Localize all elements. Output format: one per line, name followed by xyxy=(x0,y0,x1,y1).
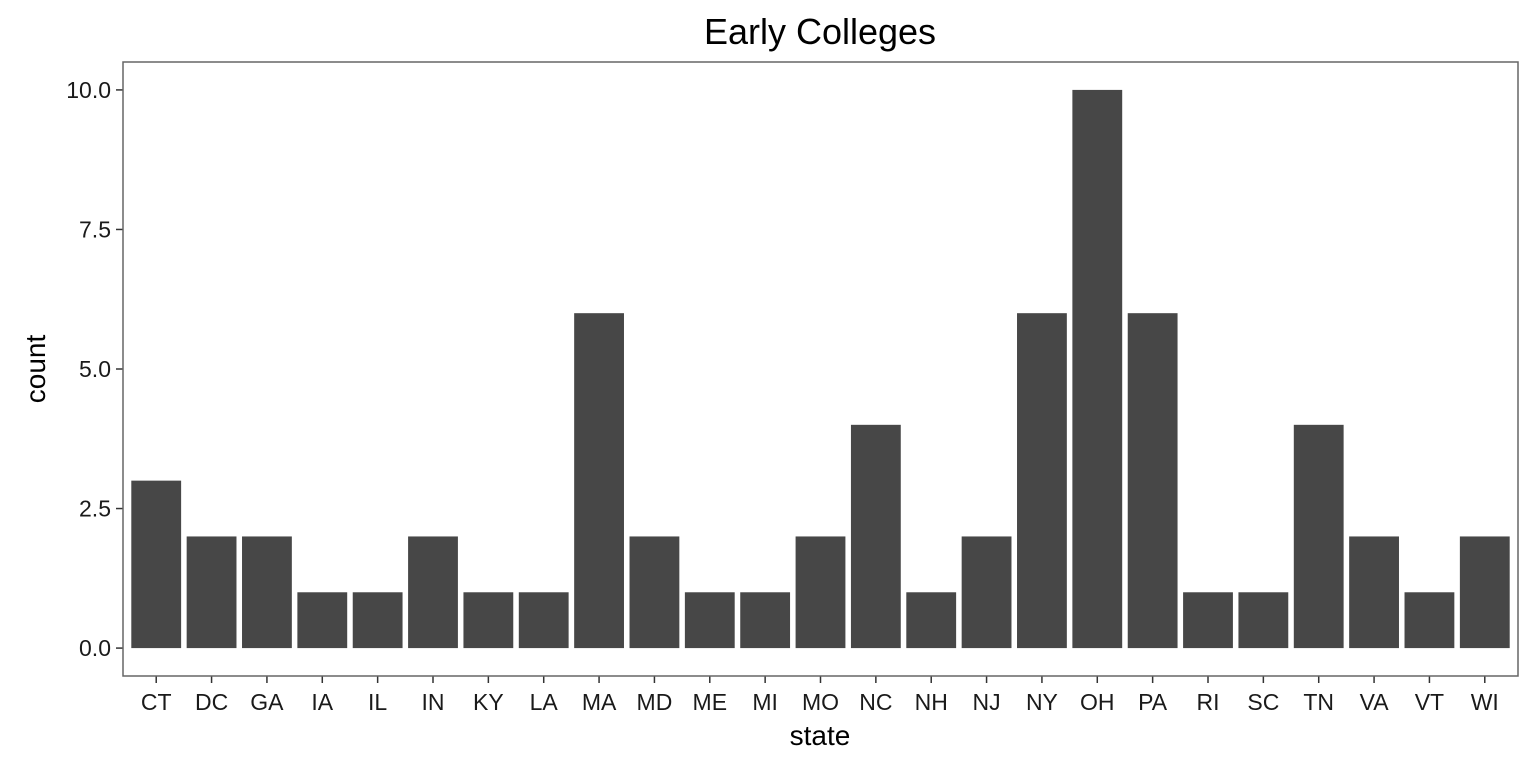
x-tick-label: IA xyxy=(311,689,333,715)
bar-tn xyxy=(1293,424,1344,649)
x-tick-label: MD xyxy=(637,689,673,715)
bar-mo xyxy=(795,536,846,649)
bar-dc xyxy=(186,536,237,649)
bar-va xyxy=(1349,536,1399,649)
y-axis: 0.0 2.5 5.0 7.5 10.0 xyxy=(66,77,123,661)
x-tick-label: NC xyxy=(859,689,892,715)
x-tick-label: GA xyxy=(250,689,284,715)
y-tick-label: 2.5 xyxy=(79,496,111,522)
x-tick-label: RI xyxy=(1197,689,1220,715)
x-tick-label: WI xyxy=(1471,689,1499,715)
bar-me xyxy=(684,592,735,649)
chart-title: Early Colleges xyxy=(704,11,936,52)
x-tick-label: DC xyxy=(195,689,228,715)
x-tick-label: MO xyxy=(802,689,839,715)
bar-oh xyxy=(1072,89,1123,649)
bar-ct xyxy=(131,480,182,649)
y-tick-label: 0.0 xyxy=(79,635,111,661)
x-tick-label: ME xyxy=(693,689,728,715)
bar-la xyxy=(518,592,569,649)
bar-ri xyxy=(1183,592,1233,649)
bar-md xyxy=(629,536,680,649)
bar-ky xyxy=(463,592,514,649)
x-tick-label: OH xyxy=(1080,689,1115,715)
bar-ma xyxy=(574,313,624,649)
x-tick-label: PA xyxy=(1138,689,1168,715)
x-tick-label: CT xyxy=(141,689,172,715)
bar-il xyxy=(352,592,403,649)
plot-panel xyxy=(122,61,1519,677)
bar-nj xyxy=(961,536,1012,649)
bar-mi xyxy=(740,592,791,649)
bar-pa xyxy=(1127,313,1178,649)
bar-sc xyxy=(1238,592,1289,649)
y-tick-label: 10.0 xyxy=(66,77,111,103)
bar-wi xyxy=(1459,536,1510,649)
bars-group xyxy=(131,89,1510,649)
bar-nc xyxy=(850,424,901,649)
bar-in xyxy=(408,536,458,649)
x-tick-label: MA xyxy=(582,689,617,715)
x-tick-label: NH xyxy=(915,689,948,715)
bar-nh xyxy=(906,592,957,649)
x-tick-label: LA xyxy=(530,689,559,715)
x-tick-label: NY xyxy=(1026,689,1058,715)
bar-ia xyxy=(297,592,348,649)
x-tick-label: TN xyxy=(1303,689,1334,715)
bar-vt xyxy=(1404,592,1455,649)
x-tick-label: KY xyxy=(473,689,504,715)
bar-ny xyxy=(1017,313,1067,649)
x-tick-label: VA xyxy=(1360,689,1390,715)
x-axis: CT DC GA IA IL IN KY LA MA MD ME MI MO NC NH NJ NY OH PA RI… xyxy=(141,676,1499,715)
x-tick-label: NJ xyxy=(973,689,1001,715)
y-tick-label: 5.0 xyxy=(79,356,111,382)
x-tick-label: MI xyxy=(752,689,778,715)
x-tick-label: SC xyxy=(1247,689,1279,715)
x-tick-label: VT xyxy=(1415,689,1444,715)
y-axis-title: count xyxy=(20,335,51,404)
x-axis-title: state xyxy=(790,720,851,751)
x-tick-label: IL xyxy=(368,689,387,715)
bar-ga xyxy=(242,536,292,649)
y-tick-label: 7.5 xyxy=(79,216,111,242)
x-tick-label: IN xyxy=(422,689,445,715)
